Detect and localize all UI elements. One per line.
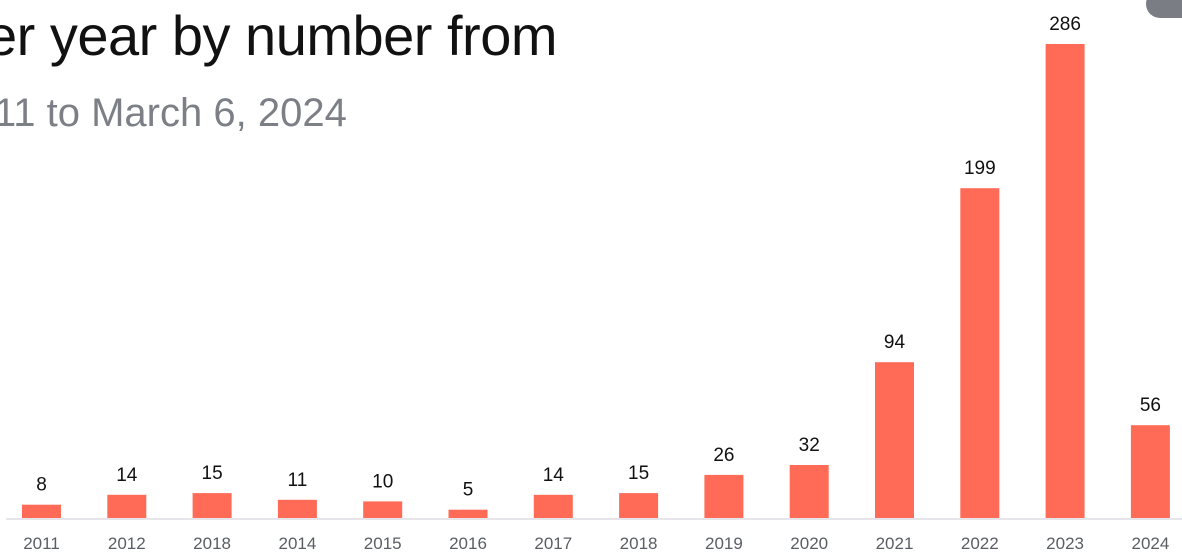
bar-2023-12 xyxy=(1045,44,1085,518)
bar-2018-2 xyxy=(192,493,232,518)
x-tick-label-11: 2022 xyxy=(961,534,999,553)
x-tick-label-4: 2015 xyxy=(364,534,402,553)
value-label-11: 199 xyxy=(964,158,996,179)
bar-2019-8 xyxy=(704,474,744,518)
value-label-13: 56 xyxy=(1140,395,1161,416)
bar-2011-0 xyxy=(22,504,61,518)
bar-2018-7 xyxy=(619,493,659,518)
chart-title: er year by number from xyxy=(0,4,557,67)
value-label-6: 14 xyxy=(543,465,565,486)
x-tick-label-5: 2016 xyxy=(449,534,487,553)
bar-2017-6 xyxy=(533,494,573,518)
value-label-0: 8 xyxy=(36,475,47,496)
value-label-1: 14 xyxy=(116,465,138,486)
x-tick-labels-group: 2011 2012 2018 2014 2015 2016 2017 2018 2019 2020… xyxy=(23,534,1169,553)
value-labels-group: 8 14 15 11 10 5 14 15 26 32 94 199 286 56 xyxy=(36,14,1161,501)
x-tick-label-9: 2020 xyxy=(790,534,828,553)
x-tick-label-3: 2014 xyxy=(278,534,316,553)
x-tick-label-10: 2021 xyxy=(876,534,914,553)
value-label-5: 5 xyxy=(463,480,474,501)
value-label-12: 286 xyxy=(1049,14,1081,35)
value-label-4: 10 xyxy=(372,471,393,492)
value-label-10: 94 xyxy=(884,332,906,353)
x-tick-label-1: 2012 xyxy=(108,534,146,553)
corner-tab-button[interactable] xyxy=(1146,0,1182,18)
value-label-9: 32 xyxy=(799,435,820,456)
x-tick-label-2: 2018 xyxy=(193,534,231,553)
value-label-2: 15 xyxy=(202,463,223,484)
bar-2012-1 xyxy=(107,494,147,518)
value-label-7: 15 xyxy=(628,463,649,484)
bar-2024-13 xyxy=(1130,425,1170,518)
x-tick-label-6: 2017 xyxy=(534,534,572,553)
value-label-3: 11 xyxy=(288,470,308,491)
bar-2021-10 xyxy=(875,362,914,518)
x-tick-label-8: 2019 xyxy=(705,534,743,553)
value-label-8: 26 xyxy=(713,445,734,466)
bar-2020-9 xyxy=(789,465,829,518)
bar-2022-11 xyxy=(960,188,1000,518)
x-tick-label-7: 2018 xyxy=(620,534,658,553)
x-tick-label-0: 2011 xyxy=(23,534,60,553)
bar-2016-5 xyxy=(448,509,488,518)
x-tick-label-13: 2024 xyxy=(1131,534,1169,553)
bar-2015-4 xyxy=(363,501,403,518)
bars-group xyxy=(22,44,1170,518)
chart-subtitle: 11 to March 6, 2024 xyxy=(0,91,347,135)
x-tick-label-12: 2023 xyxy=(1046,534,1084,553)
bar-2014-3 xyxy=(277,499,317,518)
